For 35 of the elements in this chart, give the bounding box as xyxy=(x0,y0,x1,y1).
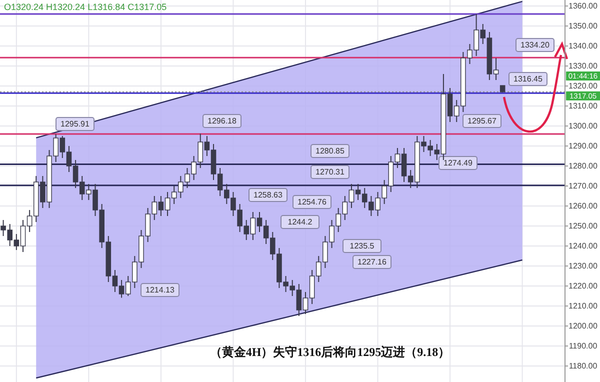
y-tick-label: 1230.00 xyxy=(568,262,598,270)
ref-line-label: 1270.31 xyxy=(316,168,346,176)
y-tick-label: 1320.00 xyxy=(568,82,598,90)
title: （黄金4H）失守1316后将向1295迈进（9.18） xyxy=(210,345,450,359)
annotation: 1227.16 xyxy=(358,258,388,266)
y-tick-label: 1240.00 xyxy=(568,242,598,250)
y-tick-label: 1260.00 xyxy=(568,202,598,210)
annotation: 1295.67 xyxy=(468,116,498,126)
ref-line-label: 1316.45 xyxy=(514,74,544,84)
annotation: 1295.91 xyxy=(60,120,90,128)
annotation: 1254.76 xyxy=(298,198,328,206)
annotation: 1274.49 xyxy=(444,158,474,168)
y-tick-label: 1330.00 xyxy=(568,62,598,70)
y-tick-label: 1290.00 xyxy=(568,142,598,150)
y-tick-label: 1340.00 xyxy=(568,42,598,50)
y-tick-label: 1280.00 xyxy=(568,162,598,170)
y-tick-label: 1300.00 xyxy=(568,122,598,130)
annotation: 1244.2 xyxy=(288,218,313,226)
y-tick-label: 1250.00 xyxy=(568,222,598,230)
y-tick-label: 1310.00 xyxy=(568,102,598,110)
y-tick-label: 1350.00 xyxy=(568,22,598,30)
annotation: 1296.18 xyxy=(208,116,238,126)
y-tick-label: 1270.00 xyxy=(568,182,598,190)
y-tick-label: 1360.00 xyxy=(568,2,598,10)
y-tick-label: 1220.00 xyxy=(568,282,598,290)
ref-line-label: 1280.85 xyxy=(316,146,346,156)
y-tick-label: 1210.00 xyxy=(568,302,598,310)
y-tick-label: 1180.00 xyxy=(568,362,598,370)
annotation: 1258.63 xyxy=(254,190,284,200)
annotation: 1235.5 xyxy=(350,242,375,250)
y-tick-label: 1200.00 xyxy=(568,322,598,330)
annotation: 1214.13 xyxy=(146,286,176,294)
y-tick-label: 1190.00 xyxy=(568,342,598,350)
annotation: O1320.24 H1320.24 L1316.84 C1317.05 xyxy=(4,2,167,12)
ref-line-label: 1334.20 xyxy=(520,40,550,50)
